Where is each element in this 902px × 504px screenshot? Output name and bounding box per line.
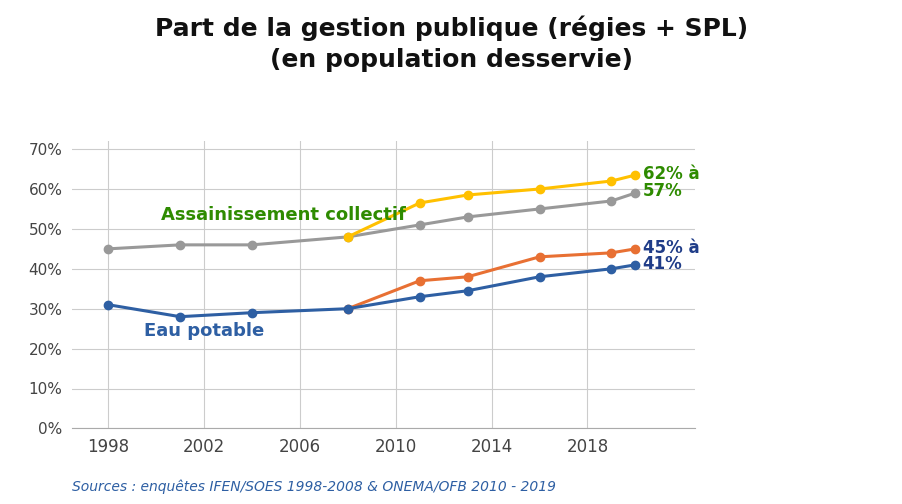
Text: 41%: 41% bbox=[642, 255, 682, 273]
Text: Eau potable: Eau potable bbox=[144, 322, 264, 340]
Text: Part de la gestion publique (régies + SPL)
(en population desservie): Part de la gestion publique (régies + SP… bbox=[155, 15, 747, 72]
Text: 57%: 57% bbox=[642, 182, 682, 200]
Text: 45% à: 45% à bbox=[642, 239, 698, 257]
Text: Assainissement collectif: Assainissement collectif bbox=[161, 206, 405, 224]
Text: 62% à: 62% à bbox=[642, 165, 698, 183]
Text: Sources : enquêtes IFEN/SOES 1998-2008 & ONEMA/OFB 2010 - 2019: Sources : enquêtes IFEN/SOES 1998-2008 &… bbox=[72, 479, 556, 494]
